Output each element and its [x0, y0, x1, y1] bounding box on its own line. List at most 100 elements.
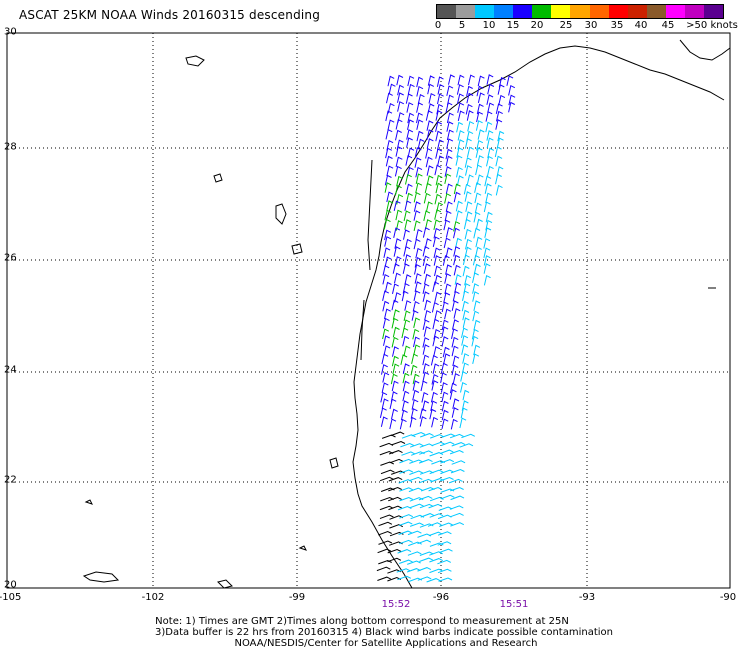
wind-barb — [429, 408, 437, 420]
wind-barb — [456, 166, 463, 178]
wind-barb — [401, 327, 409, 339]
wind-barb — [444, 166, 452, 177]
wind-barb — [434, 193, 442, 205]
wind-barb — [450, 418, 458, 430]
wind-barb — [465, 238, 472, 250]
longitude-label: -105 — [0, 592, 22, 603]
wind-barb — [431, 301, 439, 313]
map-frame — [6, 32, 731, 589]
wind-barb — [445, 247, 453, 258]
wind-barb — [465, 103, 473, 115]
longitude-label: -90 — [719, 592, 737, 603]
wind-barb — [443, 237, 451, 249]
colorbar-segment — [703, 5, 723, 18]
colorbar-segment — [494, 5, 514, 18]
wind-barb — [415, 247, 423, 259]
wind-barb — [450, 512, 464, 518]
wind-barb — [476, 139, 484, 151]
wind-barb — [462, 309, 470, 321]
wind-barb — [402, 372, 410, 384]
wind-barb — [422, 344, 430, 355]
wind-barb — [483, 274, 491, 286]
lake-outline — [291, 243, 303, 255]
wind-barb — [451, 364, 459, 376]
wind-barb — [449, 449, 464, 455]
lake-outline — [84, 499, 93, 505]
wind-barb — [406, 166, 414, 178]
wind-barb — [508, 94, 516, 106]
wind-barb — [437, 83, 445, 95]
wind-barb — [472, 283, 480, 294]
wind-barb — [419, 450, 433, 455]
wind-barb — [412, 328, 420, 340]
wind-barb — [441, 391, 449, 403]
wind-barb — [475, 218, 483, 230]
wind-barb — [460, 407, 468, 419]
wind-barb — [437, 568, 452, 574]
wind-barb — [449, 505, 464, 510]
wind-barb — [390, 391, 398, 402]
wind-barb — [386, 92, 393, 104]
colorbar-segment — [646, 5, 666, 18]
wind-barb — [429, 551, 443, 556]
colorbar-segment — [608, 5, 628, 18]
wind-barb — [410, 408, 418, 419]
wind-barb — [412, 373, 420, 385]
wind-barb — [497, 84, 505, 95]
wind-barb — [476, 155, 484, 166]
wind-barb — [453, 183, 461, 195]
wind-barb — [384, 236, 392, 247]
wind-barb — [405, 173, 412, 185]
wind-barb — [395, 209, 403, 221]
wind-barb — [448, 478, 463, 484]
wind-barb — [418, 459, 433, 464]
wind-barb — [477, 75, 485, 87]
wind-barb — [383, 335, 390, 346]
wind-barb — [431, 373, 439, 385]
wind-barb — [461, 344, 469, 355]
wind-barb — [441, 409, 449, 421]
wind-barb — [439, 476, 454, 482]
wind-barb — [450, 495, 465, 501]
wind-barb — [408, 476, 423, 482]
wind-barb — [434, 265, 441, 277]
wind-barb — [384, 182, 392, 193]
wind-barb — [405, 183, 413, 195]
wind-barb — [399, 418, 407, 430]
wind-barb — [399, 458, 413, 464]
colorbar-label: 35 — [610, 20, 624, 31]
wind-barb — [393, 246, 401, 257]
wind-barb — [465, 201, 473, 212]
wind-barb — [476, 103, 484, 115]
wind-barb — [412, 389, 420, 401]
wind-barb — [380, 469, 395, 475]
wind-barb — [399, 487, 414, 492]
wind-barb — [403, 310, 411, 322]
wind-barb — [386, 165, 394, 177]
wind-barb — [391, 408, 398, 420]
wind-barb — [466, 92, 474, 104]
wind-barb — [457, 74, 465, 86]
wind-barb — [421, 391, 429, 403]
wind-barb — [451, 300, 459, 311]
wind-barb — [417, 93, 425, 105]
louisiana-delta — [679, 39, 731, 61]
wind-barb — [461, 335, 469, 346]
wind-barb — [428, 503, 443, 509]
wind-barb — [497, 130, 505, 142]
wind-barb — [450, 468, 465, 474]
wind-barb — [445, 201, 453, 213]
wind-barb — [472, 254, 480, 266]
colorbar-segment — [437, 5, 457, 18]
colorbar-label: 40 — [634, 20, 648, 31]
wind-barb — [433, 255, 441, 266]
wind-barb — [392, 346, 399, 357]
wind-barb — [472, 353, 480, 365]
wind-barb — [392, 363, 400, 375]
wind-barb — [401, 451, 416, 456]
wind-barb — [377, 576, 392, 581]
wind-barb — [429, 558, 444, 563]
wind-barb — [397, 84, 405, 96]
wind-barb — [389, 531, 404, 537]
colorbar-segment — [475, 5, 495, 18]
